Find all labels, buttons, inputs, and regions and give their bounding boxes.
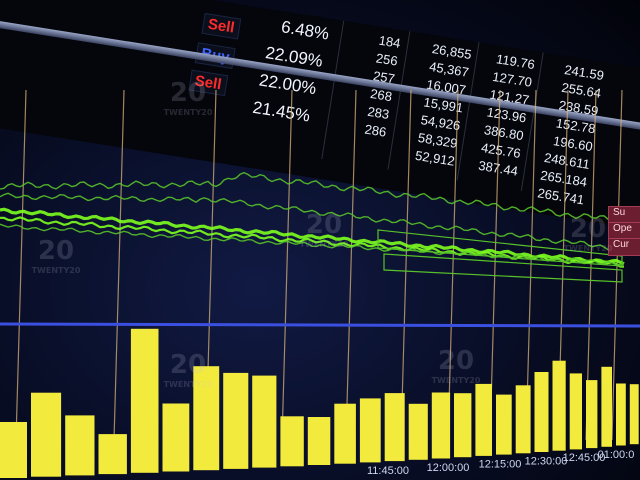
volume-bar	[552, 360, 566, 451]
price-line	[0, 192, 625, 251]
volume-bar	[334, 403, 356, 464]
volume-bar	[496, 394, 512, 455]
volume-bar	[601, 366, 612, 447]
watermark-logo: 20 TWENTY20	[563, 214, 613, 253]
time-label: 12:45:00	[563, 452, 606, 464]
side-button[interactable]: Cur	[608, 238, 640, 256]
volume-bar	[65, 415, 95, 476]
volume-bar	[408, 403, 428, 460]
watermark-logo: 20 TWENTY20	[31, 236, 81, 275]
grid-line	[525, 89, 537, 441]
volume-bar	[475, 383, 492, 456]
price-line	[0, 223, 625, 266]
indicator-box	[383, 253, 623, 283]
volume-bar	[515, 385, 531, 454]
volume-bar	[586, 380, 598, 449]
volume-bar	[359, 398, 381, 463]
volume-bar	[223, 372, 249, 469]
volume-bar	[616, 383, 626, 446]
volume-bar	[162, 403, 190, 472]
volume-bar	[307, 417, 331, 465]
watermark-logo: 20 TWENTY20	[163, 78, 213, 117]
volume-bar	[0, 422, 27, 478]
volume-bar	[31, 392, 62, 477]
grid-line	[489, 89, 501, 441]
chart-grid	[15, 89, 623, 441]
time-label: 12:00:00	[427, 462, 470, 474]
time-axis: 11:45:00 12:00:00 12:15:00 12:30:0012:45:00…	[367, 449, 634, 477]
price-line	[0, 171, 625, 223]
time-label: 01:00:0	[598, 449, 635, 461]
volume-bar	[629, 384, 639, 445]
watermark-logo: 20 TWENTY20	[163, 350, 213, 389]
time-label: 12:30:00	[525, 455, 568, 467]
grid-line	[113, 89, 125, 441]
volume-bar	[280, 416, 304, 467]
grid-line	[281, 89, 293, 441]
volume-bar	[98, 434, 127, 475]
indicator-box	[377, 229, 623, 267]
grid-line	[345, 89, 357, 441]
chart-divider	[0, 322, 640, 328]
volume-bar	[534, 372, 549, 452]
time-label: 11:45:00	[367, 465, 409, 477]
volume-bars	[0, 328, 639, 478]
volume-bar	[454, 393, 472, 458]
volume-bar	[384, 393, 405, 462]
volume-bar	[431, 392, 451, 459]
watermark-logo: 20 TWENTY20	[299, 210, 349, 249]
price-line	[0, 216, 625, 268]
watermark-logo: 20 TWENTY20	[431, 346, 481, 385]
volume-bar	[130, 328, 159, 473]
time-label: 12:15:00	[479, 459, 522, 471]
grid-line	[15, 89, 27, 441]
price-lines	[0, 171, 625, 283]
grid-line	[447, 89, 459, 441]
volume-bar	[252, 375, 277, 468]
volume-bar	[569, 373, 582, 450]
grid-line	[400, 89, 412, 441]
volume-bar	[193, 366, 220, 471]
